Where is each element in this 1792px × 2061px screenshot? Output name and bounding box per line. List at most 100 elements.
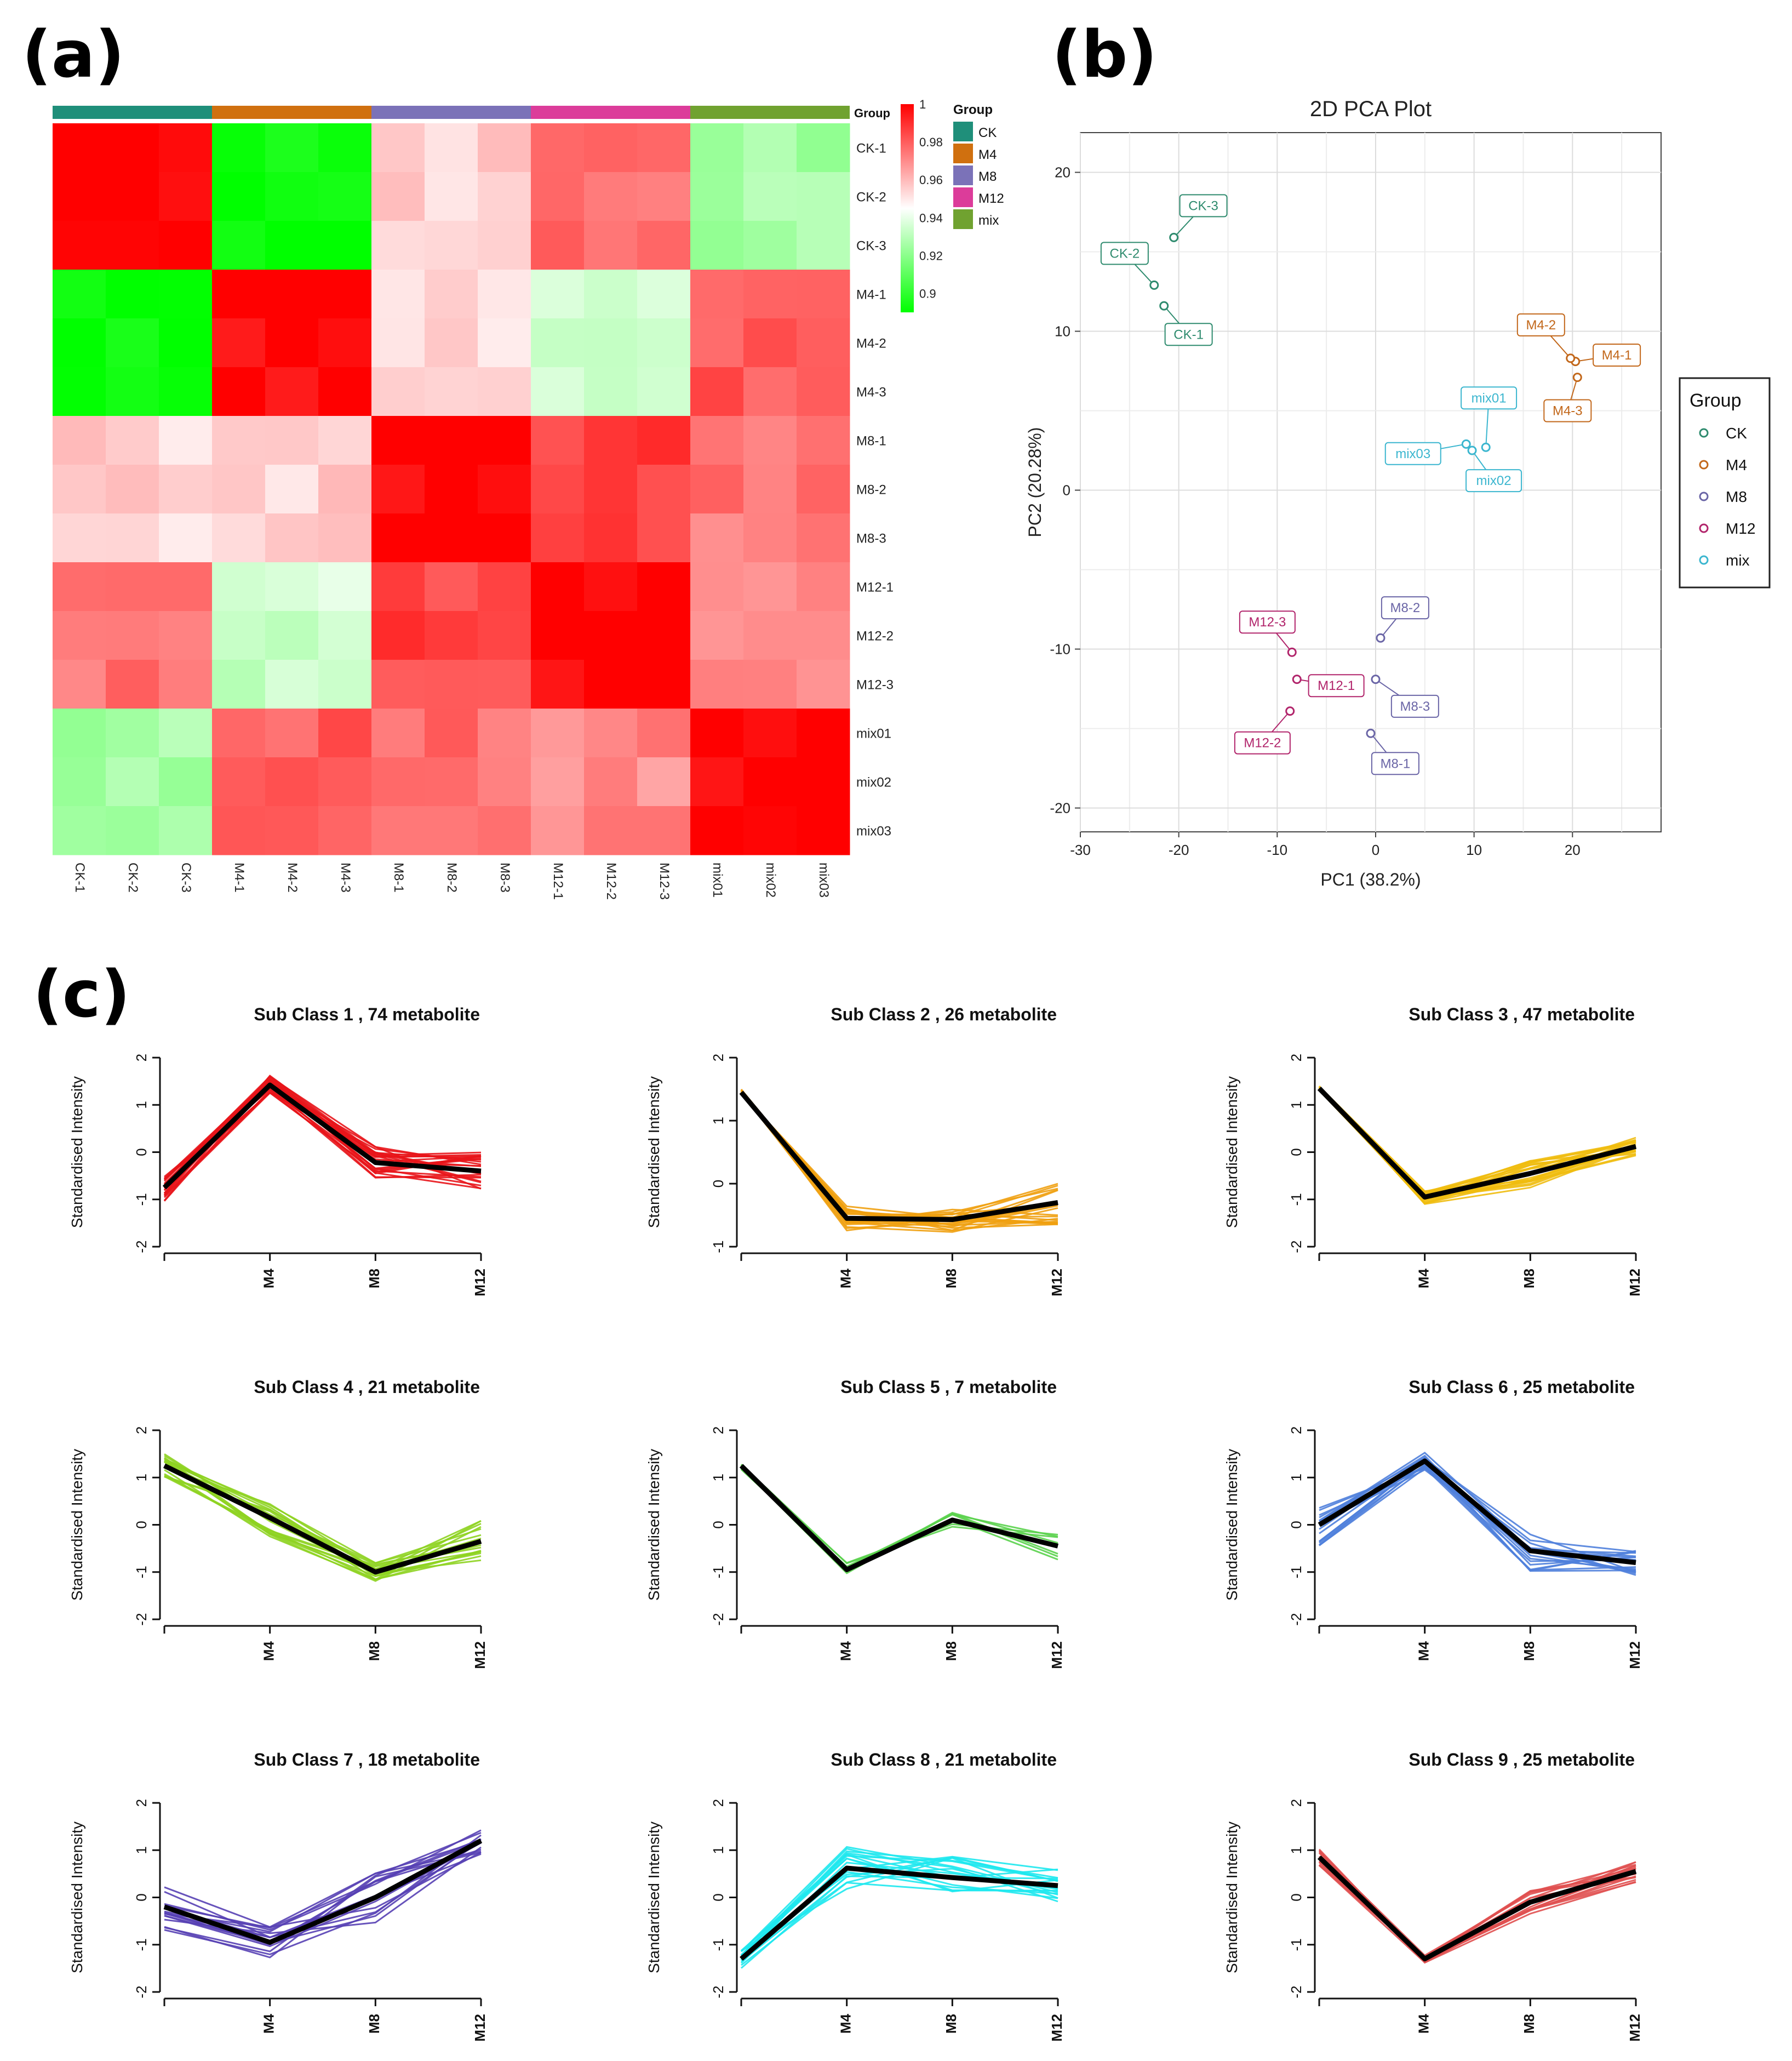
heatmap-legend-swatch <box>953 122 973 141</box>
pca-legend-label: M4 <box>1726 456 1747 473</box>
cluster-plot-8: Sub Class 6 , 25 metabolite 2 1 0 -1 -2 Standa… <box>1223 1377 1643 1669</box>
heatmap-cell <box>159 660 213 709</box>
cluster-member-line <box>164 1842 482 1948</box>
pca-label-box <box>1371 752 1419 775</box>
heatmap-cell <box>690 562 744 612</box>
heatmap-cell <box>478 513 531 563</box>
heatmap-cell <box>797 221 850 270</box>
cluster-ytick-label: -2 <box>710 1985 726 1998</box>
pca-label-box <box>1390 694 1439 718</box>
heatmap-cell <box>531 172 585 221</box>
heatmap-cell <box>106 172 159 221</box>
cluster-ylabel: Standardised Intensity <box>645 1076 662 1228</box>
cluster-plot-4: Sub Class 2 , 26 metabolite 2 1 0 -1 Standard… <box>645 1004 1065 1297</box>
heatmap-cell <box>637 270 691 319</box>
heatmap-col-label: mix02 <box>763 863 778 898</box>
pca-point <box>1572 373 1582 382</box>
cluster-xtick-label: M4 <box>838 1268 854 1288</box>
cluster-xtick-label: M12 <box>472 1269 488 1297</box>
heatmap-col-label: M12-2 <box>604 863 619 900</box>
heatmap-cell <box>212 562 266 612</box>
heatmap-cell <box>371 270 425 319</box>
cluster-ytick-label: -2 <box>1288 1240 1304 1253</box>
cluster-ytick-label: -2 <box>133 1240 150 1253</box>
heatmap-cell <box>743 660 797 709</box>
pca-ytick-label: 0 <box>1063 482 1070 499</box>
cluster-ylabel: Standardised Intensity <box>645 1449 662 1601</box>
heatmap-cell <box>212 172 266 221</box>
cluster-ytick-label: -1 <box>1288 1566 1304 1578</box>
cluster-member-line <box>740 1089 1058 1224</box>
cluster-mean-line <box>1318 1458 1636 1565</box>
pca-point-label: M4-3 <box>1553 404 1583 419</box>
heatmap-cell <box>690 367 744 416</box>
heatmap-cell <box>743 465 797 514</box>
heatmap-cell <box>212 806 266 855</box>
pca-point-label: mix01 <box>1472 391 1507 406</box>
heatmap-cell <box>690 172 744 221</box>
heatmap-cell <box>743 270 797 319</box>
cluster-xtick-label: M8 <box>366 2014 382 2034</box>
heatmap-cell <box>265 416 319 465</box>
cluster-ytick-label: 2 <box>710 1799 726 1807</box>
pca-label-box <box>1100 242 1149 265</box>
heatmap-cell <box>371 318 425 368</box>
pca-xtick-label: -20 <box>1169 842 1189 858</box>
heatmap-cell <box>478 806 531 855</box>
pca-point-label: M4-1 <box>1602 348 1632 363</box>
heatmap-col-label: M4-1 <box>232 863 247 893</box>
pca-legend-marker <box>1699 460 1709 470</box>
heatmap-cell <box>478 757 531 807</box>
heatmap-cell <box>106 318 159 368</box>
kmeans-cluster-plots: Sub Class 1 , 74 metabolite 2 1 0 -1 -2 Standa… <box>68 1004 1643 2042</box>
cluster-xtick-label: M12 <box>1627 1641 1643 1669</box>
heatmap-cell <box>797 416 850 465</box>
heatmap-cell <box>265 123 319 173</box>
cluster-xtick-label: M12 <box>1049 1269 1065 1297</box>
pca-point-label: CK-3 <box>1188 198 1218 213</box>
cluster-member-line <box>740 1092 1058 1224</box>
heatmap-cell <box>106 757 159 807</box>
heatmap-cell <box>478 318 531 368</box>
group-bar-mix <box>690 106 850 119</box>
heatmap-cell <box>106 660 159 709</box>
pca-legend-marker <box>1699 523 1709 533</box>
cluster-member-line <box>740 1093 1058 1222</box>
cluster-member-line <box>164 1838 482 1946</box>
heatmap-cell <box>637 172 691 221</box>
heatmap-cell <box>637 513 691 563</box>
heatmap-cell <box>425 221 478 270</box>
heatmap-legend-title: Group <box>953 102 993 117</box>
heatmap-row-label: mix01 <box>856 727 891 741</box>
heatmap-cell <box>53 172 106 221</box>
group-bar-M8 <box>371 106 531 119</box>
cluster-mean-line <box>740 1865 1058 1961</box>
cluster-member-line <box>1319 1457 1636 1553</box>
cluster-member-line <box>740 1468 1058 1569</box>
cluster-ylabel: Standardised Intensity <box>1223 1822 1240 1973</box>
heatmap-cell <box>637 611 691 660</box>
heatmap-cell <box>318 709 372 758</box>
heatmap-cell <box>637 709 691 758</box>
heatmap-cell <box>425 562 478 612</box>
pca-point <box>1376 633 1385 643</box>
heatmap-cell <box>53 660 106 709</box>
cluster-ytick-label: -1 <box>1288 1193 1304 1206</box>
heatmap-cell <box>531 757 585 807</box>
heatmap-cell <box>371 562 425 612</box>
heatmap-cell <box>265 757 319 807</box>
pca-label-box <box>1384 442 1441 465</box>
cluster-plot-3: Sub Class 7 , 18 metabolite 2 1 0 -1 -2 Standa… <box>68 1750 488 2042</box>
pca-point <box>1481 442 1491 452</box>
cluster-ytick-label: 0 <box>710 1180 726 1187</box>
heatmap-cell <box>478 660 531 709</box>
pca-legend-marker <box>1699 492 1709 501</box>
group-bar-CK <box>53 106 212 119</box>
pca-label-box <box>1461 386 1518 410</box>
cluster-ytick-label: -2 <box>710 1613 726 1625</box>
heatmap-cell <box>212 513 266 563</box>
cluster-xtick-label: M8 <box>1521 1641 1537 1661</box>
color-scale-tick: 0.94 <box>919 211 943 225</box>
heatmap-cell <box>318 172 372 221</box>
cluster-ytick-label: 0 <box>710 1893 726 1901</box>
